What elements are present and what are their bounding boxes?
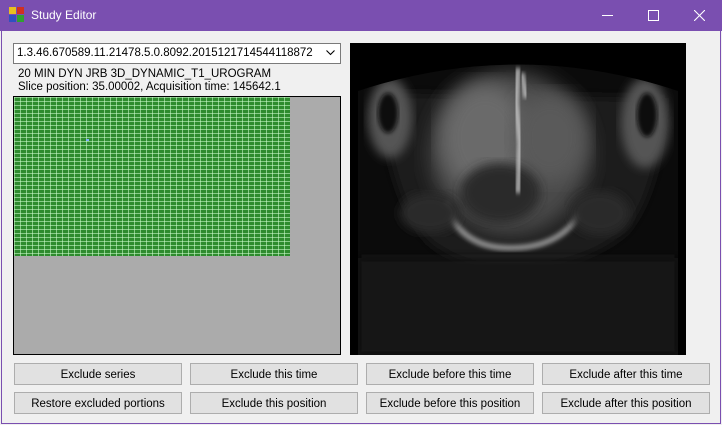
minimize-icon — [602, 15, 613, 16]
window-title: Study Editor — [31, 8, 97, 22]
time-position-grid-panel[interactable] — [13, 96, 341, 355]
exclude-this-position-button[interactable]: Exclude this position — [190, 392, 358, 414]
exclude-after-time-button[interactable]: Exclude after this time — [542, 363, 710, 385]
series-select[interactable]: 1.3.46.670589.11.21478.5.0.8092.20151217… — [13, 43, 341, 64]
exclude-before-position-button[interactable]: Exclude before this position — [366, 392, 534, 414]
maximize-icon — [648, 10, 659, 21]
exclude-series-button[interactable]: Exclude series — [14, 363, 182, 385]
time-position-grid[interactable] — [14, 97, 290, 256]
exclude-after-position-button[interactable]: Exclude after this position — [542, 392, 710, 414]
app-icon — [9, 7, 25, 23]
close-icon — [694, 10, 705, 21]
series-description: 20 MIN DYN JRB 3D_DYNAMIC_T1_UROGRAM — [18, 68, 272, 80]
restore-excluded-button[interactable]: Restore excluded portions — [14, 392, 182, 414]
mri-slice-image — [350, 43, 686, 355]
exclude-this-time-button[interactable]: Exclude this time — [190, 363, 358, 385]
exclude-before-time-button[interactable]: Exclude before this time — [366, 363, 534, 385]
mri-image-view[interactable] — [350, 43, 686, 355]
slice-info: Slice position: 35.00002, Acquisition ti… — [18, 81, 281, 93]
minimize-button[interactable] — [584, 0, 630, 31]
selected-cell-marker — [86, 139, 89, 141]
maximize-button[interactable] — [630, 0, 676, 31]
chevron-down-icon — [326, 50, 335, 56]
series-select-value: 1.3.46.670589.11.21478.5.0.8092.20151217… — [17, 47, 313, 59]
close-button[interactable] — [676, 0, 722, 31]
title-bar[interactable]: Study Editor — [0, 0, 722, 31]
